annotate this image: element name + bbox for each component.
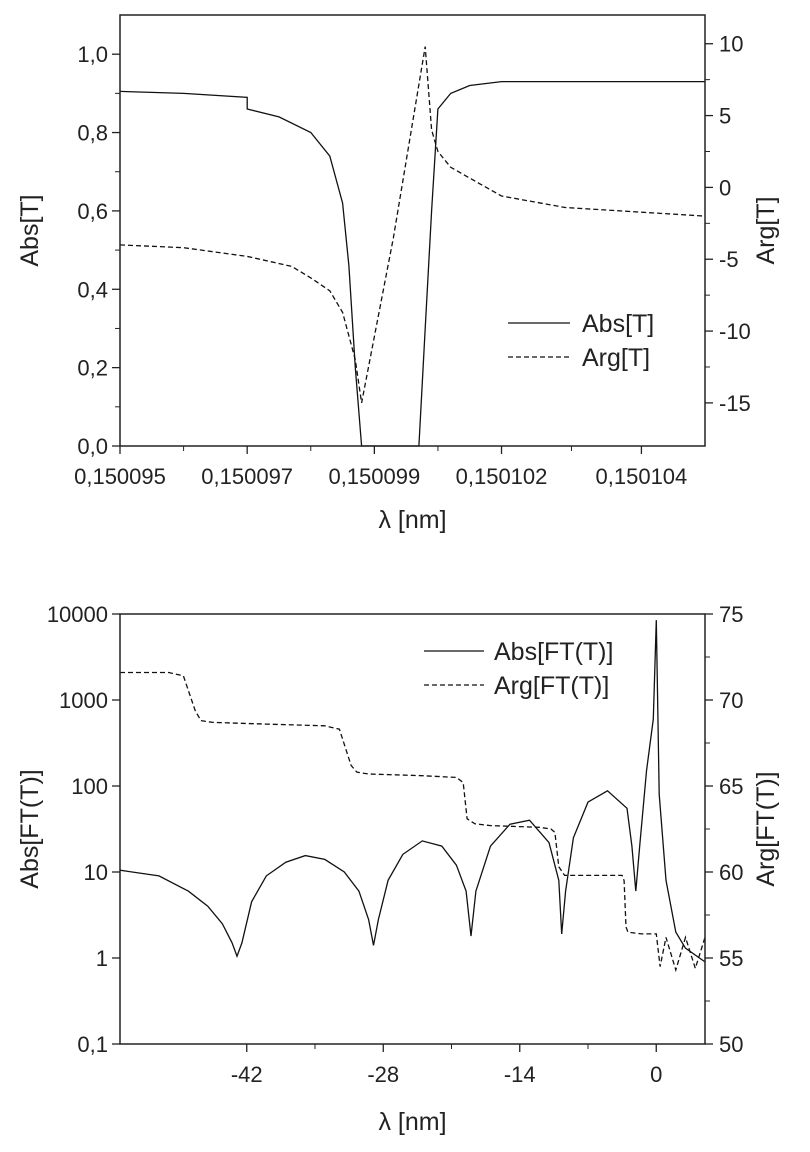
y2-tick-label: -5 [719, 247, 739, 272]
x-tick-label: -14 [504, 1062, 536, 1087]
y2-tick-label: 0 [719, 175, 731, 200]
y-tick-label: 0,4 [77, 277, 108, 302]
y2-axis-title: Arg[T] [752, 196, 780, 264]
bottom-panel-fourier-transform: -42 -28 -14 0 0,1 1 10 100 1000 10000 50 55 60 65 70 75… [16, 602, 780, 1136]
y2-tick-label: 60 [719, 860, 743, 885]
y-tick-label: 1000 [59, 688, 108, 713]
x-tick-label: 0,150095 [74, 464, 166, 489]
x-axis-title: λ [nm] [378, 506, 446, 534]
x-tick-label: -28 [367, 1062, 399, 1087]
legend-label: Abs[T] [582, 310, 654, 338]
y2-tick-label: 75 [719, 602, 743, 627]
y-tick-label: 0,8 [77, 121, 108, 146]
y-tick-label: 0,2 [77, 356, 108, 381]
top-panel-transmission: 0,150095 0,150097 0,150099 0,150102 0,150104… [16, 14, 780, 534]
x-tick-label: 0,150097 [201, 464, 293, 489]
x-tick-label: 0 [650, 1062, 662, 1087]
y-tick-label: 100 [71, 774, 108, 799]
series-line-dashed [120, 671, 706, 973]
y-tick-label: 10000 [47, 602, 108, 627]
x-tick-label: 0,150102 [456, 464, 548, 489]
y2-tick-label: 50 [719, 1032, 743, 1057]
y-axis-title: Abs[FT(T)] [16, 769, 44, 888]
legend-label: Abs[FT(T)] [494, 638, 613, 666]
x-axis-title: λ [nm] [378, 1108, 446, 1136]
legend-label: Arg[T] [582, 344, 650, 372]
y-tick-label: 0,1 [77, 1032, 108, 1057]
y2-tick-label: -15 [719, 391, 751, 416]
y-tick-label: 10 [84, 860, 108, 885]
y-tick-label: 0,0 [77, 434, 108, 459]
y2-tick-label: -10 [719, 319, 751, 344]
y2-tick-label: 10 [719, 32, 743, 57]
y2-axis-title: Arg[FT(T)] [752, 771, 780, 886]
series-line-solid [119, 620, 706, 963]
legend-label: Arg[FT(T)] [494, 672, 609, 700]
y-tick-label: 1 [96, 946, 108, 971]
y-tick-label: 0,6 [77, 199, 108, 224]
x-tick-label: -42 [231, 1062, 263, 1087]
plot-frame [119, 14, 706, 447]
x-tick-label: 0,150099 [328, 464, 420, 489]
y2-tick-label: 70 [719, 688, 743, 713]
y2-tick-label: 5 [719, 104, 731, 129]
series-line-dashed [119, 46, 706, 404]
y2-tick-label: 65 [719, 774, 743, 799]
y2-tick-label: 55 [719, 946, 743, 971]
y-tick-label: 1,0 [77, 42, 108, 67]
x-tick-label: 0,150104 [596, 464, 688, 489]
y-axis-title: Abs[T] [16, 194, 44, 266]
